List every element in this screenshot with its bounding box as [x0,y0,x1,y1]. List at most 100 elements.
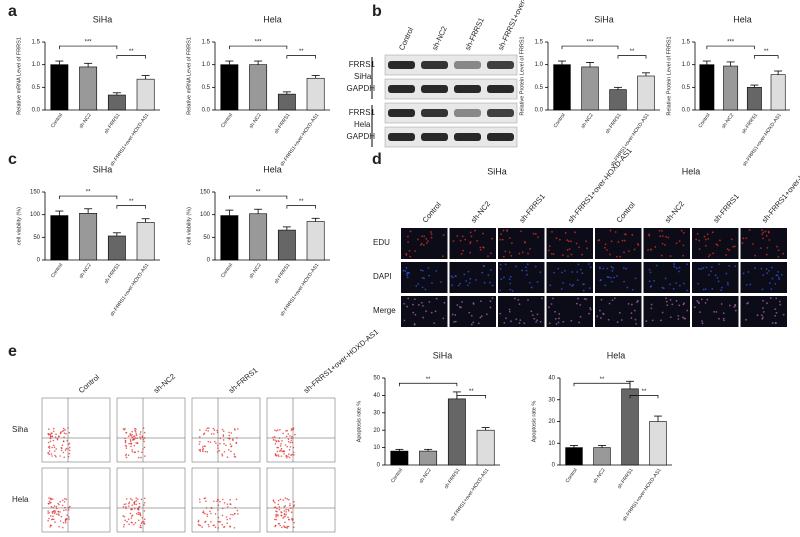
cell-dot [678,284,681,287]
cell-dot [508,278,511,281]
cell-dot [536,319,538,322]
cell-dot [461,301,464,303]
cell-dot [407,297,410,300]
event-dot [48,497,50,499]
event-dot [135,434,138,437]
cell-dot [703,235,706,238]
flow-plot [41,467,111,533]
error-bar [112,92,121,96]
cell-dot [619,255,622,258]
y-axis-label: cell viability (%) [16,207,22,245]
flow-plot [116,397,186,463]
cell-dot [554,310,556,313]
event-dot [223,450,226,453]
event-dot [286,498,289,500]
cell-dot [539,320,542,323]
cell-dot [700,298,703,301]
significance-label: ** [600,377,605,383]
event-dot [289,446,292,448]
cell-dot [726,281,729,284]
cell-dot [678,240,681,243]
event-dot [67,448,69,450]
y-axis-label: Apoptosis rate % [531,401,537,443]
x-tick-label: Control [50,262,64,279]
cell-dot [406,305,408,308]
event-dot [287,433,290,435]
cell-dot [575,242,578,245]
cell-dot [698,239,701,242]
event-dot [292,427,295,429]
event-dot [277,446,280,449]
cell-dot [614,231,617,233]
cell-dot [589,266,592,268]
cell-dot [423,277,426,280]
event-dot [221,498,224,501]
event-dot [210,512,212,515]
cell-dot [510,254,513,257]
event-dot [283,516,285,518]
cell-dot [760,314,763,317]
cell-dot [713,310,716,313]
cell-dot [662,287,665,290]
event-dot [68,446,71,449]
blot-band [487,85,514,93]
y-tick-label: 1.0 [202,62,211,68]
cell-dot [650,307,653,310]
cell-dot [587,263,590,265]
event-dot [212,427,215,430]
event-dot [138,506,140,508]
event-dot [47,502,50,505]
event-dot [52,518,55,521]
group-label: Hela [354,120,371,129]
y-tick-label: 0.5 [32,85,41,91]
cell-dot [620,319,623,321]
micrograph [595,262,642,293]
event-dot [50,498,53,500]
event-dot [221,523,224,526]
event-dot [65,447,68,450]
y-tick-label: 150 [200,190,211,196]
event-dot [122,525,125,528]
event-dot [128,523,130,525]
cell-dot [423,235,426,238]
event-dot [293,504,296,506]
cell-dot [443,301,446,304]
cell-dot [420,242,423,245]
cell-dot [667,236,670,239]
cell-dot [558,317,560,320]
cell-dot [414,313,417,316]
bar [723,65,739,111]
event-dot [63,456,65,459]
event-dot [51,512,54,514]
event-dot [68,452,71,455]
lane-label: sh-NC2 [152,372,177,395]
cell-dot [529,281,531,284]
event-dot [277,523,280,525]
cell-dot [701,322,704,325]
lane-label: Control [77,372,102,395]
bar [609,89,627,111]
row-label: DAPI [373,272,392,281]
significance-bracket [561,45,619,50]
event-dot [276,450,279,453]
cell-dot [419,269,422,271]
blot-row-label: FRRS1 [349,60,376,69]
event-dot [219,500,221,503]
error-bar [112,232,121,236]
event-dot [289,504,291,507]
event-dot [52,506,54,509]
event-dot [122,515,124,517]
event-dot [53,446,56,448]
event-dot [288,510,290,512]
row-label: Siha [12,425,29,434]
event-dot [222,439,225,441]
lane-label: Control [420,200,443,225]
cell-dot [406,271,409,274]
cell-dot [430,231,432,233]
event-dot [68,506,70,509]
y-tick-label: 0.0 [202,108,211,114]
event-dot [53,505,56,507]
cell-dot [479,300,482,303]
event-dot [125,506,127,508]
chart-title: Hela [607,350,626,360]
